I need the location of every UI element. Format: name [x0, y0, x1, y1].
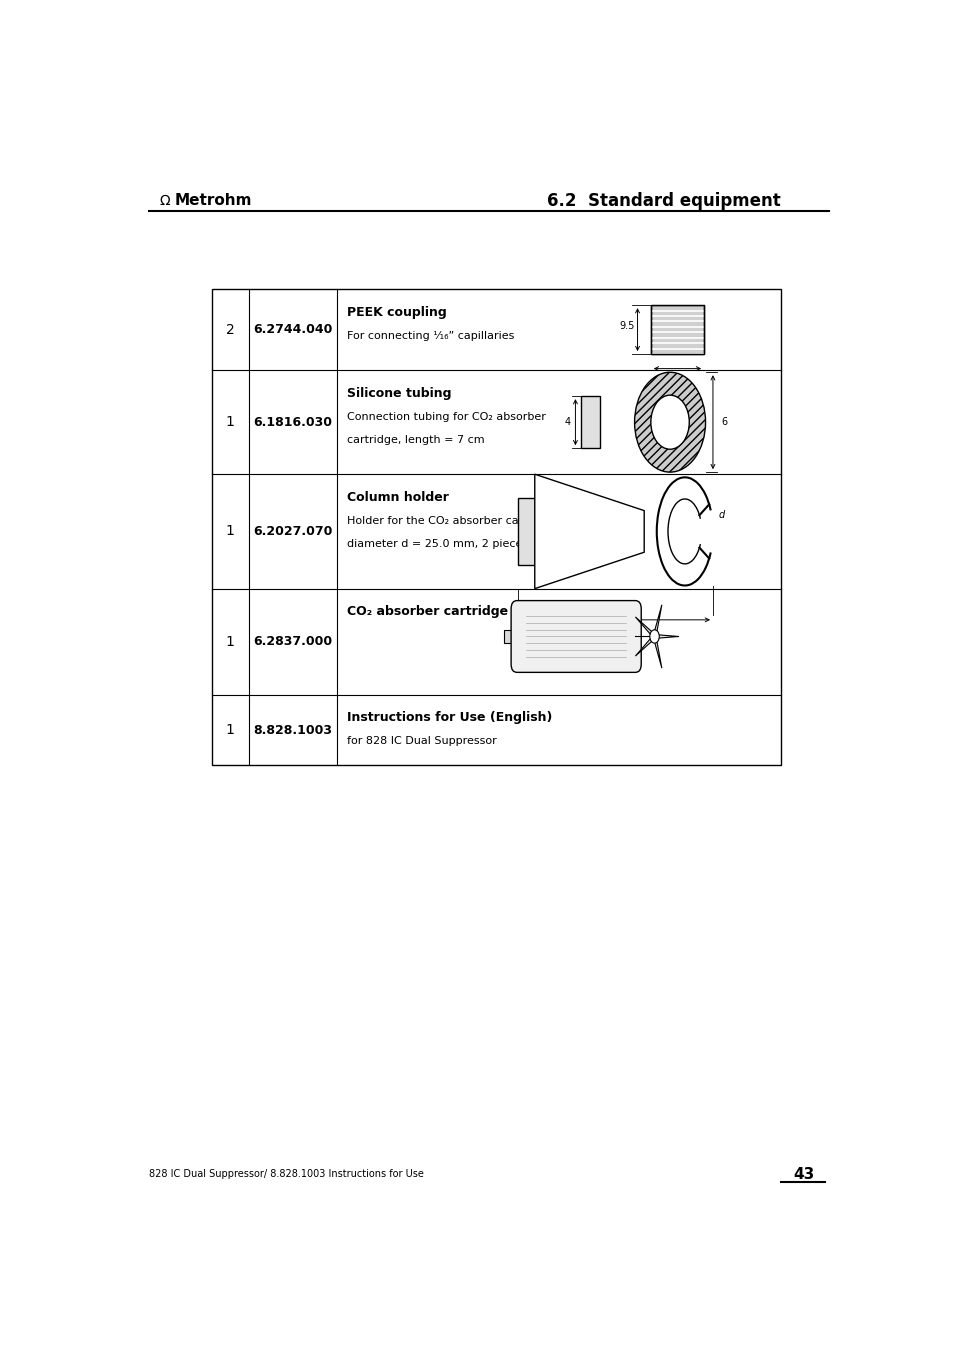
Text: cartridge, length = 7 cm: cartridge, length = 7 cm: [347, 435, 484, 444]
Polygon shape: [654, 640, 661, 669]
Text: 6.2  Standard equipment: 6.2 Standard equipment: [547, 192, 781, 209]
Bar: [650, 305, 703, 354]
FancyBboxPatch shape: [511, 601, 640, 673]
Bar: [518, 497, 535, 565]
Bar: [503, 630, 517, 643]
Text: Holder for the CO₂ absorber cartridge,: Holder for the CO₂ absorber cartridge,: [347, 516, 559, 526]
Text: d: d: [719, 511, 724, 520]
Text: Silicone tubing: Silicone tubing: [347, 386, 451, 400]
Circle shape: [634, 373, 705, 471]
Text: for 828 IC Dual Suppressor: for 828 IC Dual Suppressor: [347, 736, 497, 746]
Text: 2: 2: [226, 323, 234, 336]
Polygon shape: [658, 635, 678, 638]
Text: Metrohm: Metrohm: [174, 193, 252, 208]
Text: Instructions for Use (English): Instructions for Use (English): [347, 712, 552, 724]
Text: 4: 4: [564, 417, 571, 427]
Text: Ω: Ω: [160, 193, 171, 208]
Polygon shape: [654, 605, 661, 632]
Bar: [580, 396, 599, 449]
Text: Column holder: Column holder: [347, 490, 448, 504]
Polygon shape: [635, 617, 652, 635]
Text: PEEK coupling: PEEK coupling: [347, 305, 446, 319]
Text: 1: 1: [226, 723, 234, 738]
Text: 828 IC Dual Suppressor/ 8.828.1003 Instructions for Use: 828 IC Dual Suppressor/ 8.828.1003 Instr…: [149, 1170, 423, 1179]
Circle shape: [649, 630, 659, 643]
Text: diameter d = 25.0 mm, 2 pieces: diameter d = 25.0 mm, 2 pieces: [347, 539, 528, 549]
Text: 43: 43: [792, 1167, 813, 1182]
Text: 24: 24: [671, 380, 683, 389]
Text: 6: 6: [721, 417, 727, 427]
Polygon shape: [535, 474, 643, 589]
Text: For connecting ¹⁄₁₆” capillaries: For connecting ¹⁄₁₆” capillaries: [347, 331, 514, 340]
Text: 6.2837.000: 6.2837.000: [253, 635, 333, 648]
Bar: [212, 289, 781, 766]
Text: 6.2744.040: 6.2744.040: [253, 323, 333, 336]
Text: 6.2027.070: 6.2027.070: [253, 526, 333, 538]
Text: 8.828.1003: 8.828.1003: [253, 724, 333, 736]
Text: 6.1816.030: 6.1816.030: [253, 416, 333, 428]
Text: CO₂ absorber cartridge: CO₂ absorber cartridge: [347, 605, 508, 619]
Text: 1: 1: [226, 524, 234, 539]
Text: 9.5: 9.5: [618, 322, 634, 331]
Text: 1: 1: [226, 415, 234, 430]
Circle shape: [650, 394, 689, 450]
Text: 42: 42: [609, 628, 621, 638]
Text: 1: 1: [226, 635, 234, 648]
Text: Connection tubing for CO₂ absorber: Connection tubing for CO₂ absorber: [347, 412, 545, 422]
Bar: [650, 305, 703, 354]
Polygon shape: [635, 638, 652, 657]
